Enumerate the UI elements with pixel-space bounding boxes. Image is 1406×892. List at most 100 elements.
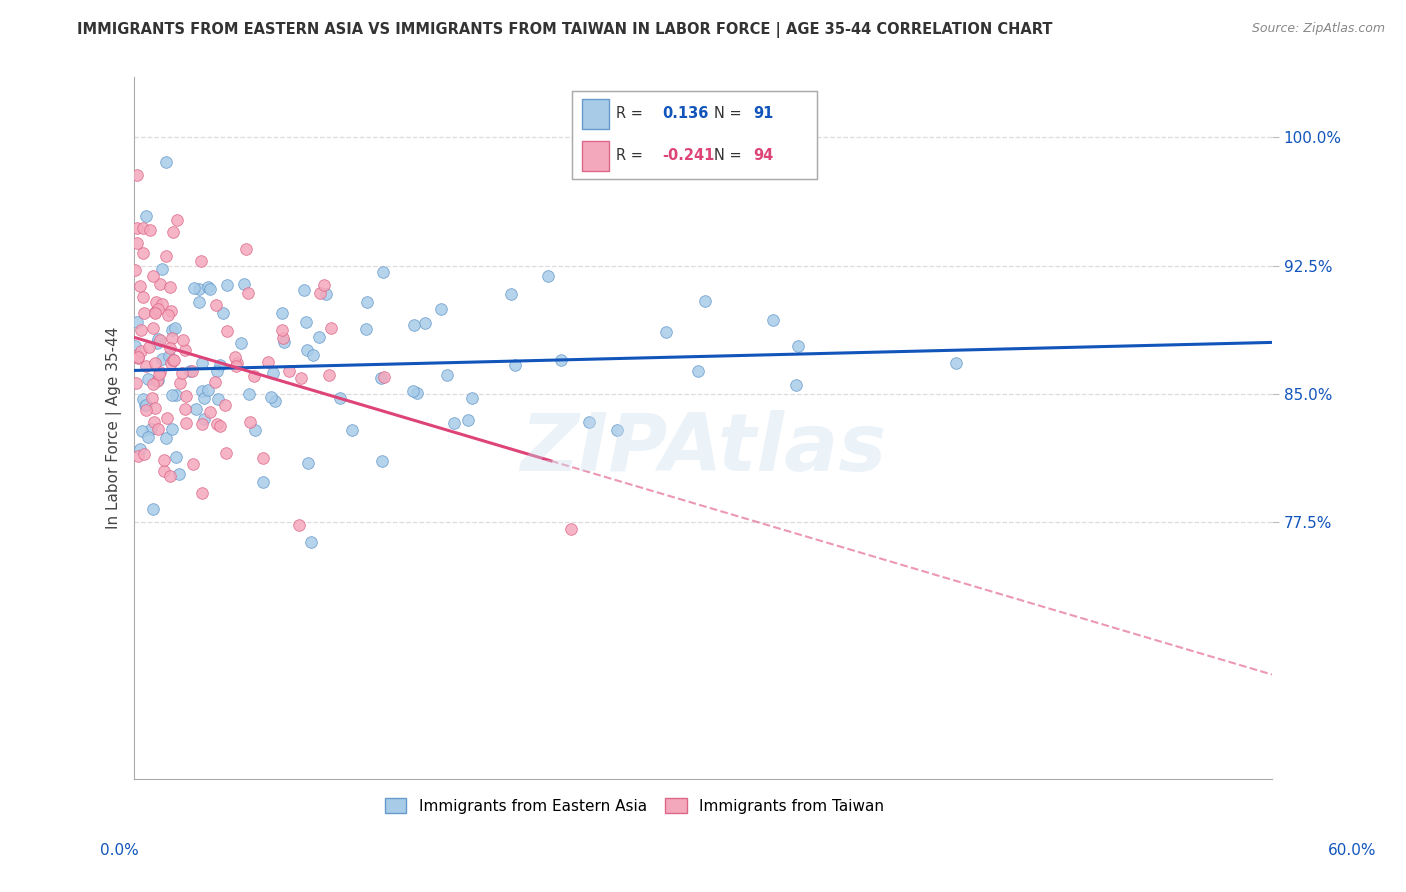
Point [183, 280, 205, 294]
Text: Source: ZipAtlas.com: Source: ZipAtlas.com [1251, 22, 1385, 36]
Point [271, 323, 294, 337]
Point [156, 308, 179, 322]
Point [197, 383, 219, 397]
Point [329, 391, 352, 405]
Point [181, 458, 204, 472]
Point [321, 321, 343, 335]
Point [224, 350, 246, 364]
Point [308, 330, 330, 344]
Point [131, 392, 153, 406]
Point [193, 391, 215, 405]
Point [215, 324, 238, 338]
Point [404, 318, 426, 332]
Point [141, 392, 163, 406]
Point [145, 305, 167, 319]
Point [443, 417, 465, 431]
Point [132, 245, 155, 260]
Point [191, 384, 214, 398]
Point [288, 517, 311, 532]
Point [132, 447, 155, 461]
Point [149, 333, 172, 347]
Point [232, 277, 254, 292]
Point [190, 417, 212, 432]
Y-axis label: In Labor Force | Age 35-44: In Labor Force | Age 35-44 [107, 326, 122, 529]
Point [373, 370, 395, 384]
Point [259, 390, 281, 404]
Point [160, 422, 183, 436]
Point [198, 282, 221, 296]
Point [606, 424, 628, 438]
Point [243, 423, 266, 437]
Point [172, 333, 194, 347]
Point [686, 364, 709, 378]
Point [174, 389, 197, 403]
Point [191, 356, 214, 370]
Point [165, 450, 187, 464]
Point [436, 368, 458, 383]
Point [125, 376, 148, 391]
Point [190, 254, 212, 268]
Point [160, 303, 183, 318]
Point [207, 392, 229, 406]
Point [135, 209, 157, 223]
Point [145, 294, 167, 309]
Point [145, 305, 167, 319]
Point [271, 331, 294, 345]
Point [127, 449, 149, 463]
Point [162, 352, 184, 367]
Point [184, 401, 207, 416]
Point [174, 402, 197, 417]
Point [159, 468, 181, 483]
Point [134, 398, 156, 412]
Point [135, 359, 157, 373]
Point [550, 352, 572, 367]
Point [181, 364, 204, 378]
Point [204, 375, 226, 389]
Point [169, 376, 191, 390]
Point [138, 340, 160, 354]
Point [187, 295, 209, 310]
Point [157, 349, 180, 363]
Point [370, 454, 392, 468]
Point [163, 321, 186, 335]
Point [309, 285, 332, 300]
Point [655, 325, 678, 339]
Point [299, 535, 322, 549]
Point [205, 364, 228, 378]
Legend: Immigrants from Eastern Asia, Immigrants from Taiwan: Immigrants from Eastern Asia, Immigrants… [380, 792, 890, 820]
Point [152, 297, 174, 311]
Point [238, 387, 260, 401]
Point [142, 502, 165, 516]
Point [356, 322, 378, 336]
Point [162, 225, 184, 239]
Point [142, 268, 165, 283]
Point [461, 391, 484, 405]
Point [457, 413, 479, 427]
Point [136, 372, 159, 386]
Point [142, 415, 165, 429]
Point [693, 293, 716, 308]
Point [290, 371, 312, 385]
Point [127, 315, 149, 329]
Point [560, 522, 582, 536]
Point [356, 294, 378, 309]
Point [262, 366, 284, 380]
Point [129, 442, 152, 456]
Point [124, 263, 146, 277]
Point [162, 352, 184, 367]
Point [263, 393, 285, 408]
Point [134, 306, 156, 320]
Point [762, 312, 785, 326]
Text: IMMIGRANTS FROM EASTERN ASIA VS IMMIGRANTS FROM TAIWAN IN LABOR FORCE | AGE 35-4: IMMIGRANTS FROM EASTERN ASIA VS IMMIGRAN… [77, 22, 1053, 38]
Point [136, 429, 159, 443]
Point [256, 355, 278, 369]
Point [131, 425, 153, 439]
Point [191, 486, 214, 500]
Point [292, 283, 315, 297]
Point [215, 278, 238, 293]
Point [125, 347, 148, 361]
Point [174, 343, 197, 357]
Point [124, 338, 146, 352]
Point [278, 364, 301, 378]
Point [785, 377, 807, 392]
